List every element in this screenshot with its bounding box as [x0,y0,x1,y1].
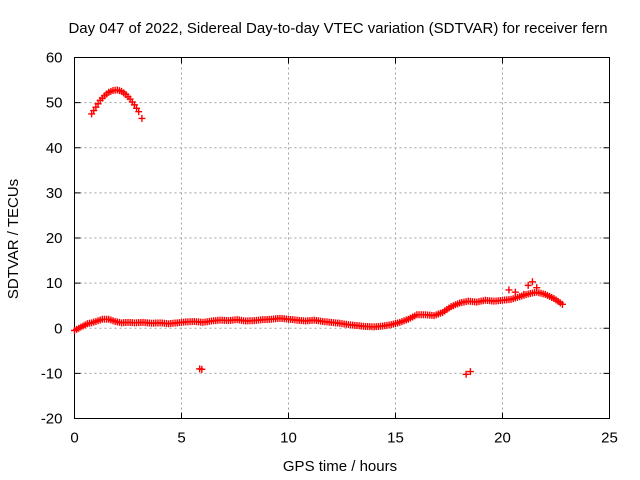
data-point [511,288,519,296]
data-point [462,370,470,378]
x-tick-label: 0 [70,430,78,447]
y-tick-label: 40 [46,140,63,157]
data-point [558,300,566,308]
y-tick-label: 60 [46,50,63,67]
x-tick-label: 25 [601,430,618,447]
x-tick-label: 20 [494,430,511,447]
y-tick-label: 30 [46,185,63,202]
y-tick-label: 20 [46,230,63,247]
x-tick-label: 10 [280,430,297,447]
y-tick-label: -10 [41,365,63,382]
x-tick-label: 5 [177,430,185,447]
y-tick-label: -20 [41,411,63,428]
x-tick-label: 15 [387,430,404,447]
y-axis-label: SDTVAR / TECUs [5,179,22,299]
data-point [528,278,536,286]
grid [74,57,610,419]
data-points [71,86,566,378]
x-axis-label: GPS time / hours [283,458,397,475]
data-point [466,368,474,376]
data-point [533,284,541,292]
data-point [524,281,532,289]
axis-ticks: 0 5 10 15 20 25 -20 -10 0 10 20 30 40 50 60 [41,50,618,447]
data-point [198,365,206,373]
chart-title: Day 047 of 2022, Sidereal Day-to-day VTE… [68,20,607,37]
data-point [505,286,513,294]
data-point [138,114,146,122]
data-point [520,290,528,298]
y-tick-label: 0 [54,320,62,337]
data-point [135,108,143,116]
y-tick-label: 10 [46,275,63,292]
y-tick-label: 50 [46,95,63,112]
